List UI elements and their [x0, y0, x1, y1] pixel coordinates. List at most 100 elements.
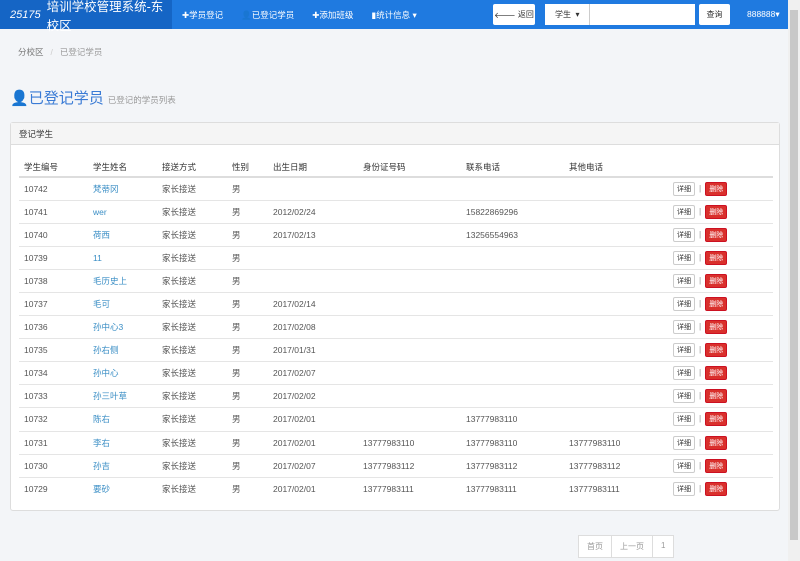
- cell: [461, 361, 564, 385]
- actions-cell: 详细 | 删除: [668, 176, 773, 201]
- detail-button[interactable]: 详细: [673, 458, 695, 473]
- student-name-link[interactable]: 毛可: [93, 299, 111, 310]
- student-name-link[interactable]: 孙右侧: [93, 345, 119, 356]
- actions-cell: 详细 | 删除: [668, 222, 773, 247]
- cell: [358, 315, 461, 339]
- cell: 2017/02/01: [268, 407, 358, 432]
- nav-register[interactable]: ✚学员登记: [182, 9, 224, 20]
- logo: 25175: [10, 8, 41, 21]
- cell: [461, 338, 564, 362]
- cell: 10735: [19, 338, 88, 362]
- nav-stats[interactable]: ▮统计信息 ▾: [371, 9, 417, 20]
- actions-cell: 详细 | 删除: [668, 291, 773, 316]
- cell: [358, 407, 461, 432]
- detail-button[interactable]: 详细: [673, 320, 695, 335]
- delete-button[interactable]: 删除: [705, 181, 728, 196]
- cell: 2017/01/31: [268, 338, 358, 362]
- detail-button[interactable]: 详细: [673, 297, 695, 312]
- breadcrumb-current: 已登记学员: [59, 47, 103, 57]
- actions-cell: 详细 | 删除: [668, 199, 773, 224]
- delete-button[interactable]: 删除: [705, 482, 728, 497]
- student-name-link[interactable]: 孙中心3: [93, 322, 124, 333]
- delete-button[interactable]: 删除: [705, 204, 728, 219]
- cell: 家长接送: [157, 453, 227, 478]
- student-name-link[interactable]: 孙吉: [93, 460, 111, 471]
- delete-button[interactable]: 删除: [705, 458, 728, 473]
- divider: |: [699, 182, 702, 193]
- delete-button[interactable]: 删除: [705, 389, 728, 404]
- delete-button[interactable]: 删除: [705, 297, 728, 312]
- student-name-link[interactable]: 孙中心: [93, 368, 119, 379]
- breadcrumb-home[interactable]: 分校区: [18, 47, 44, 57]
- cell: 毛历史上: [88, 268, 157, 293]
- delete-button[interactable]: 删除: [705, 343, 728, 358]
- scrollbar-thumb[interactable]: [790, 10, 798, 540]
- student-name-link[interactable]: 要砂: [93, 484, 111, 495]
- delete-button[interactable]: 删除: [705, 227, 728, 242]
- user-menu[interactable]: 888888▾: [747, 9, 780, 19]
- student-name-link[interactable]: 毛历史上: [93, 275, 128, 286]
- cell: [564, 222, 668, 247]
- back-button[interactable]: 🡐 返回: [493, 4, 535, 25]
- student-name-link[interactable]: 孙三叶草: [93, 391, 128, 402]
- delete-button[interactable]: 删除: [705, 273, 728, 288]
- student-name-link[interactable]: 陈右: [93, 414, 111, 425]
- cell: [358, 338, 461, 362]
- student-name-link[interactable]: wer: [93, 206, 107, 217]
- cell: 男: [227, 361, 268, 385]
- detail-button[interactable]: 详细: [673, 366, 695, 381]
- detail-button[interactable]: 详细: [673, 181, 695, 196]
- nav-add-class[interactable]: ✚添加班级: [312, 9, 354, 20]
- delete-button[interactable]: 删除: [705, 412, 728, 427]
- delete-button[interactable]: 删除: [705, 320, 728, 335]
- search-input[interactable]: [590, 4, 695, 25]
- column-header: 出生日期: [268, 157, 358, 178]
- detail-button[interactable]: 详细: [673, 204, 695, 219]
- cell: [461, 176, 564, 201]
- actions-cell: 详细 | 删除: [668, 268, 773, 293]
- detail-button[interactable]: 详细: [673, 250, 695, 265]
- cell: 男: [227, 268, 268, 293]
- cell: 13777983110: [461, 430, 564, 455]
- detail-button[interactable]: 详细: [673, 482, 695, 497]
- detail-button[interactable]: 详细: [673, 435, 695, 450]
- students-table: 学生编号 学生姓名 接送方式 性别 出生日期 身份证号码 联系电话 其他电话 10742 梵蒂冈…: [19, 157, 773, 501]
- cell: [564, 315, 668, 339]
- cell: 13777983112: [358, 453, 461, 478]
- search-type-select[interactable]: 学生 ▾: [545, 4, 590, 25]
- divider: |: [699, 390, 702, 401]
- divider: |: [699, 436, 702, 447]
- delete-button[interactable]: 删除: [705, 250, 728, 265]
- cell: 男: [227, 338, 268, 362]
- cell: 2017/02/14: [268, 291, 358, 316]
- detail-button[interactable]: 详细: [673, 227, 695, 242]
- column-header: 学生编号: [19, 157, 88, 178]
- nav-registered[interactable]: 👤已登记学员: [241, 9, 295, 20]
- detail-button[interactable]: 详细: [673, 343, 695, 358]
- detail-button[interactable]: 详细: [673, 273, 695, 288]
- detail-button[interactable]: 详细: [673, 389, 695, 404]
- actions-cell: 详细 | 删除: [668, 245, 773, 270]
- column-header: 性别: [227, 157, 268, 178]
- cell: 13777983110: [358, 430, 461, 455]
- cell: [358, 199, 461, 224]
- detail-button[interactable]: 详细: [673, 412, 695, 427]
- delete-button[interactable]: 删除: [705, 366, 728, 381]
- student-name-link[interactable]: 李右: [93, 437, 111, 448]
- student-name-link[interactable]: 11: [93, 252, 102, 263]
- page-button[interactable]: 1: [652, 535, 675, 558]
- student-name-link[interactable]: 梵蒂冈: [93, 183, 119, 194]
- cell: [268, 245, 358, 270]
- query-button[interactable]: 查询: [699, 4, 730, 25]
- divider: |: [699, 413, 702, 424]
- page-button[interactable]: 首页: [578, 535, 612, 558]
- cell: 家长接送: [157, 176, 227, 201]
- cell: 男: [227, 384, 268, 408]
- page-button[interactable]: 上一页: [611, 535, 653, 558]
- delete-button[interactable]: 删除: [705, 435, 728, 450]
- cell: 10736: [19, 315, 88, 339]
- brand[interactable]: 25175 培训学校管理系统-东校区: [0, 0, 172, 33]
- student-name-link[interactable]: 荷西: [93, 229, 111, 240]
- cell: 2017/02/01: [268, 430, 358, 455]
- cell: 10742: [19, 176, 88, 201]
